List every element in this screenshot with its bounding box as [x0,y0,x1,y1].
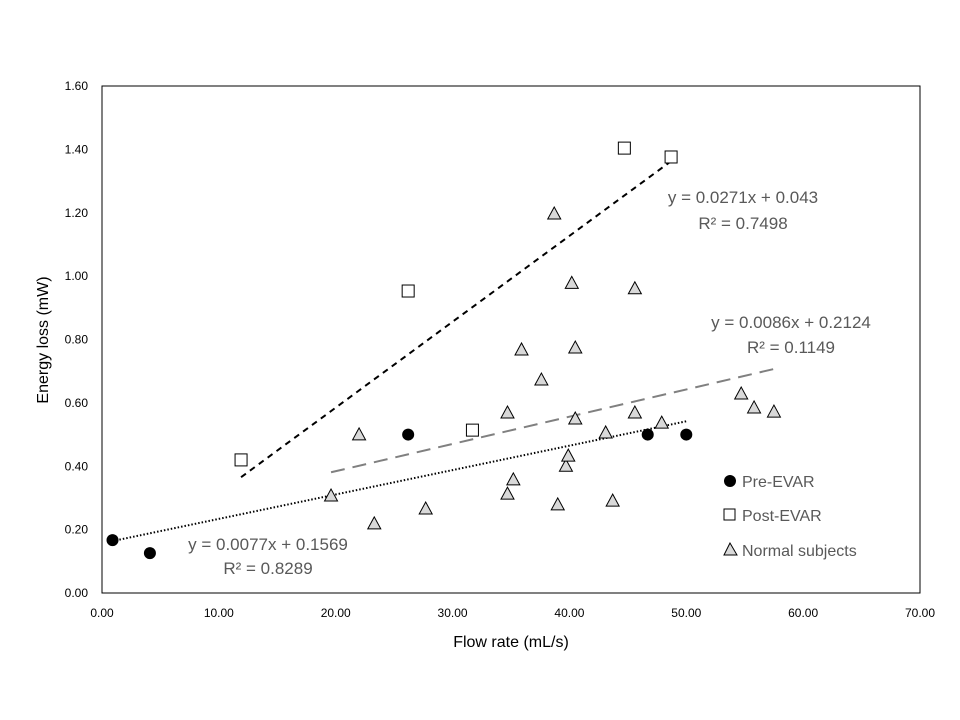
trendline-r2-post: R² = 0.7498 [698,214,787,233]
y-axis-title: Energy loss (mW) [35,276,52,403]
data-point-post-evar [465,423,479,437]
y-tick-label: 1.00 [65,269,89,283]
x-tick-label: 20.00 [321,606,351,620]
data-point-normal-subject [598,424,613,439]
y-tick-label: 0.20 [65,523,89,537]
x-tick-label: 50.00 [671,606,701,620]
data-point-post-evar [617,141,631,155]
legend-label-post-evar: Post-EVAR [742,508,822,525]
data-point-normal-subject [567,340,583,354]
trendline-r2-pre: R² = 0.8289 [223,559,312,578]
x-tick-label: 10.00 [204,606,234,620]
legend-marker-normal-subjects [723,541,738,556]
data-point-normal-subject [546,205,562,220]
y-tick-label: 1.60 [65,79,89,93]
data-point-normal-subject [627,280,643,295]
data-point-post-evar [401,284,415,298]
data-point-normal-subject [746,399,762,414]
data-point-normal-subject [534,372,549,386]
legend-label-normal-subjects: Normal subjects [742,543,857,560]
x-tick-label: 30.00 [438,606,468,620]
plot-area [101,85,921,594]
data-point-normal-subject [351,426,367,441]
x-tick-label: 60.00 [788,606,818,620]
legend: Pre-EVAR Post-EVAR Normal subjects [723,474,857,560]
y-tick-label: 1.40 [65,142,89,156]
data-point-pre-evar [641,428,654,441]
data-point-normal-subject [560,448,576,462]
data-point-normal-subject [323,487,339,502]
y-tick-label: 0.60 [65,396,89,410]
data-point-normal-subject [605,493,621,507]
x-tick-label: 70.00 [905,606,935,620]
data-point-normal-subject [366,515,382,530]
data-point-normal-subject [733,385,749,400]
data-point-normal-subject [418,500,434,515]
x-axis-title: Flow rate (mL/s) [453,634,569,651]
data-point-normal-subject [500,486,515,500]
x-tick-label: 0.00 [90,606,114,620]
trendline-r2-normal: R² = 0.1149 [747,338,835,357]
y-tick-label: 0.00 [65,586,89,600]
data-point-normal-subject [500,404,515,419]
data-point-normal-subject [567,410,583,425]
trendline-equation-pre: y = 0.0077x + 0.1569 [188,535,348,554]
data-point-normal-subject [514,341,529,356]
data-point-pre-evar [680,428,693,441]
data-point-pre-evar [143,547,156,560]
y-tick-label: 1.20 [65,206,89,220]
data-point-pre-evar [106,534,119,547]
x-tick-label: 40.00 [554,606,584,620]
data-point-normal-subject [558,458,574,472]
data-point-normal-subject [766,404,782,418]
trendline-post-evar [240,160,672,478]
data-point-normal-subject [654,415,670,429]
trendline-equation-normal: y = 0.0086x + 0.2124 [711,313,871,332]
data-point-post-evar [234,453,248,467]
data-point-normal-subject [550,496,566,511]
data-point-pre-evar [402,428,415,441]
legend-label-pre-evar: Pre-EVAR [742,474,815,491]
y-tick-label: 0.40 [65,459,89,473]
data-point-normal-subject [564,275,580,289]
trendline-equation-post: y = 0.0271x + 0.043 [668,188,818,207]
trendline-normal-subjects [330,368,775,474]
data-point-normal-subject [505,471,521,486]
data-point-post-evar [664,150,678,164]
data-point-normal-subject [627,404,643,419]
y-tick-label: 0.80 [65,333,89,347]
legend-marker-post-evar [723,508,736,521]
legend-marker-pre-evar [724,475,736,487]
